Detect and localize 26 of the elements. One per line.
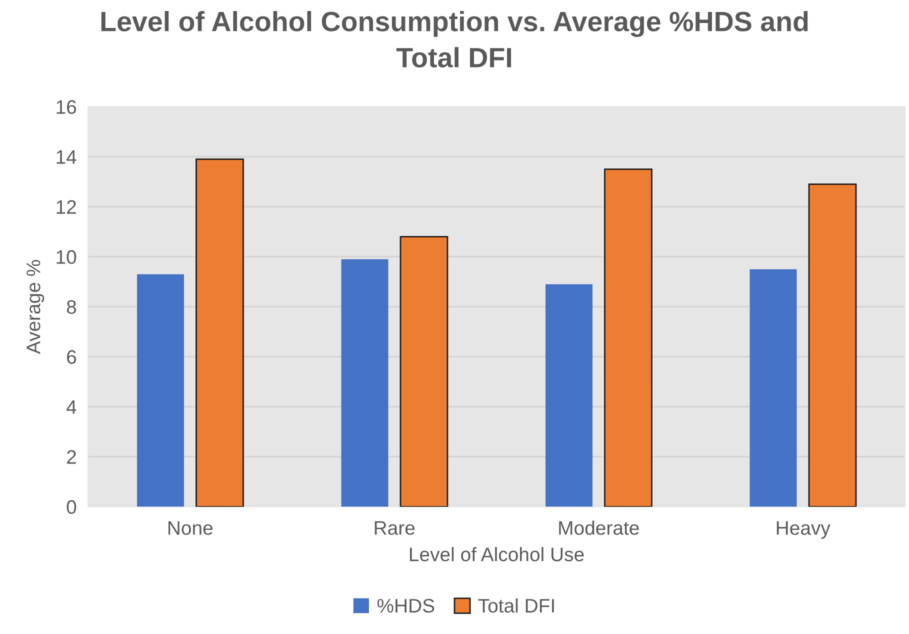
x-tick-label: Moderate [559, 520, 639, 535]
y-tick-label: 12 [56, 200, 76, 214]
y-tick-label: 8 [66, 300, 76, 314]
bar [808, 184, 857, 507]
y-tick-label: 2 [67, 450, 76, 464]
bar [546, 284, 592, 507]
x-tick-label: None [168, 521, 213, 535]
y-axis-title: Average % [26, 260, 44, 354]
x-tick-label: Rare [374, 521, 415, 535]
bar [341, 259, 388, 507]
bar [196, 158, 244, 507]
bar [750, 269, 797, 507]
x-tick-label: Heavy [776, 521, 830, 539]
bar [400, 236, 448, 507]
y-tick-label: 16 [56, 100, 76, 114]
y-tick-label: 0 [66, 500, 76, 514]
y-tick-label: 14 [56, 150, 76, 164]
bar [137, 274, 184, 507]
y-tick-label: 6 [67, 350, 76, 364]
legend-label: %HDS [377, 598, 434, 613]
y-tick-label: 10 [56, 250, 76, 264]
x-axis-title: Level of Alcohol Use [410, 547, 584, 562]
y-tick-label: 4 [66, 400, 76, 414]
legend-label: Total DFI [478, 598, 554, 613]
bar [604, 168, 652, 507]
chart-title: Level of Alcohol Consumption vs. Average %HDS and Total DFI [101, 11, 808, 68]
